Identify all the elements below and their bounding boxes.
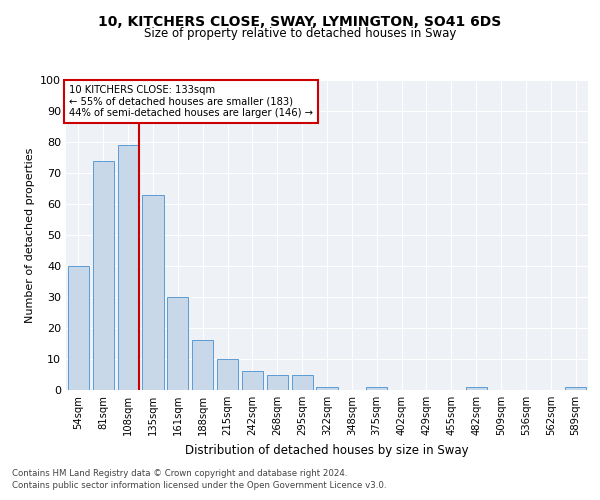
Text: Contains public sector information licensed under the Open Government Licence v3: Contains public sector information licen…	[12, 481, 386, 490]
Text: Contains HM Land Registry data © Crown copyright and database right 2024.: Contains HM Land Registry data © Crown c…	[12, 468, 347, 477]
Bar	[267, 374, 288, 390]
Bar	[93, 160, 114, 390]
Bar	[68, 266, 89, 390]
Text: 10 KITCHERS CLOSE: 133sqm
← 55% of detached houses are smaller (183)
44% of semi: 10 KITCHERS CLOSE: 133sqm ← 55% of detac…	[68, 84, 313, 118]
Bar	[565, 387, 586, 390]
Bar	[366, 387, 387, 390]
Bar	[118, 145, 139, 390]
Bar	[192, 340, 213, 390]
Bar	[167, 297, 188, 390]
Bar	[316, 387, 338, 390]
Bar	[466, 387, 487, 390]
Y-axis label: Number of detached properties: Number of detached properties	[25, 148, 35, 322]
Bar	[242, 372, 263, 390]
Bar	[292, 374, 313, 390]
X-axis label: Distribution of detached houses by size in Sway: Distribution of detached houses by size …	[185, 444, 469, 456]
Bar	[142, 194, 164, 390]
Text: 10, KITCHERS CLOSE, SWAY, LYMINGTON, SO41 6DS: 10, KITCHERS CLOSE, SWAY, LYMINGTON, SO4…	[98, 15, 502, 29]
Text: Size of property relative to detached houses in Sway: Size of property relative to detached ho…	[144, 28, 456, 40]
Bar	[217, 359, 238, 390]
